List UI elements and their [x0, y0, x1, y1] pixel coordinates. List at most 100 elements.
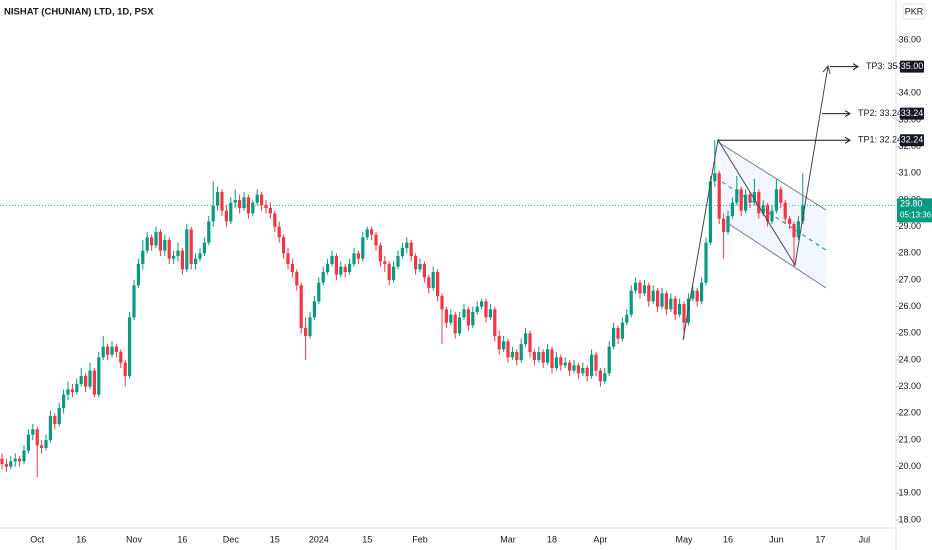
candle-body [264, 205, 268, 208]
candles [0, 140, 896, 478]
candle-body [326, 264, 330, 272]
candle-body [211, 205, 215, 222]
candle-body [449, 314, 453, 323]
candle-body [277, 226, 281, 238]
candle-body [348, 264, 352, 272]
candle-body [458, 317, 462, 334]
candle-body [730, 202, 734, 216]
x-tick-label: 16 [76, 534, 86, 544]
candle-body [524, 333, 528, 344]
candle-body [79, 376, 83, 384]
candle-body [722, 218, 726, 232]
candle-body [392, 266, 396, 280]
candle-body [409, 242, 413, 256]
candle-body [493, 309, 497, 336]
candle-body [57, 408, 61, 424]
candle-body [88, 370, 92, 387]
y-tick-label: 20.00 [898, 461, 921, 471]
candle-body [612, 328, 616, 347]
candle-body [519, 344, 523, 360]
candle-body [528, 333, 532, 352]
candle-body [176, 250, 180, 256]
candle-body [770, 210, 774, 222]
x-tick-label: 16 [723, 534, 733, 544]
candle-body [717, 173, 721, 219]
candle-body [299, 285, 303, 328]
candle-body [497, 336, 501, 350]
candle-body [766, 205, 770, 222]
x-tick-label: Jul [859, 534, 871, 544]
candle-body [282, 237, 286, 254]
candle-body [207, 221, 211, 243]
candle-body [158, 232, 162, 251]
candle-body [568, 362, 572, 371]
candle-body [700, 282, 704, 302]
candle-body [396, 256, 400, 267]
candle-body [585, 368, 589, 376]
candle-body [559, 357, 563, 366]
candle-body [475, 306, 479, 312]
candle-body [97, 357, 101, 395]
candle-body [251, 202, 255, 214]
candle-body [660, 293, 664, 307]
target-arrow [852, 63, 859, 71]
x-tick-label: 15 [362, 534, 372, 544]
candle-body [308, 317, 312, 336]
candle-body [238, 200, 242, 208]
current-price-box [897, 198, 932, 223]
candle-body [154, 232, 158, 246]
candle-body [370, 229, 374, 235]
target-price-box [900, 134, 924, 147]
candle-body [488, 309, 492, 318]
currency[interactable]: PKR [905, 6, 924, 16]
candle-body [466, 309, 470, 326]
candle-body [295, 272, 299, 286]
x-tick-label: 2024 [309, 534, 329, 544]
candle-body [273, 213, 277, 227]
candle-body [361, 237, 365, 259]
candle-body [387, 264, 391, 280]
candle-body [172, 256, 176, 259]
candle-body [625, 314, 629, 323]
candle-body [220, 192, 224, 211]
candle-body [603, 373, 607, 382]
candle-body [414, 256, 418, 270]
countdown-label: 05:13:36 [900, 210, 932, 219]
candle-body [128, 317, 132, 376]
candle-body [431, 272, 435, 288]
candle-body [471, 312, 475, 326]
y-tick-label: 27.00 [898, 274, 921, 284]
candle-body [92, 370, 96, 395]
candle-body [198, 253, 202, 259]
candle-body [110, 346, 114, 355]
candle-body [202, 242, 206, 254]
drawings [682, 63, 859, 341]
candle-body [255, 194, 259, 203]
candle-body [783, 202, 787, 219]
x-tick-label: Oct [30, 534, 45, 544]
candle-body [440, 296, 444, 310]
candle-body [607, 346, 611, 374]
y-tick-label: 21.00 [898, 434, 921, 444]
candle-body [70, 389, 74, 392]
candle-body [53, 416, 57, 424]
candle-body [150, 237, 154, 246]
candle-body [185, 229, 189, 270]
y-tick-label: 18.00 [898, 514, 921, 524]
y-tick-label: 28.00 [898, 248, 921, 258]
candle-body [189, 229, 193, 264]
candle-body [304, 328, 308, 336]
y-tick-label: 29.00 [898, 221, 921, 231]
current-price-label: 29.80 [900, 199, 923, 209]
candle-body [66, 389, 70, 395]
candle-body [779, 189, 783, 203]
x-tick-label: Mar [500, 534, 516, 544]
candle-body [114, 346, 118, 352]
candle-body [726, 216, 730, 232]
candle-body [246, 197, 250, 214]
candle-body [356, 253, 360, 259]
currency-box[interactable] [902, 3, 926, 20]
candle-body [752, 192, 756, 203]
